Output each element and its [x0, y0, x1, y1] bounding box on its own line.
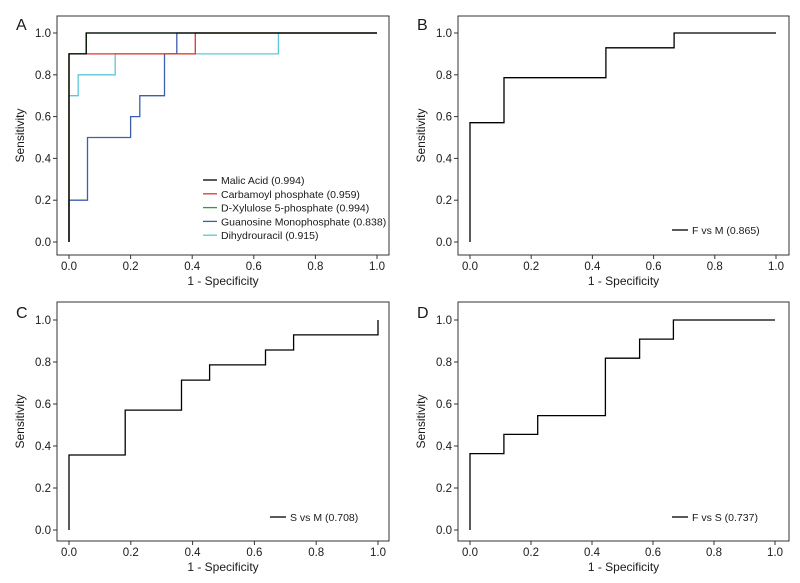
panel-a-y-tick-label: 0.8	[35, 70, 51, 82]
panel-a-y-tick-label: 0.2	[35, 195, 51, 207]
panel-c-y-tick-label: 0.0	[35, 525, 51, 537]
panel-b-x-tick-label: 0.2	[523, 261, 539, 273]
panel-a-y-axis-title: Sensitivity	[13, 108, 27, 162]
panel-d-plot-frame	[457, 301, 790, 542]
panel-d-series-line-1	[469, 319, 775, 530]
panel-b-x-tick-label: 0.4	[584, 261, 601, 273]
panel-b-x-tick-label: 0.6	[646, 261, 662, 273]
panel-d-x-tick-label: 0.8	[706, 547, 722, 559]
panel-a-x-axis-title: 1 - Specificity	[187, 274, 258, 288]
panel-b: B 0.0 0.2 0.4 0.6 0.8 1.0 0.0 0.2 0.4 0.6 0.8 1.0 1 -…	[414, 15, 790, 288]
panel-c-y-tick-label: 0.4	[35, 441, 52, 453]
panel-b-x-tick-label: 1.0	[768, 261, 784, 273]
panel-b-x-axis-title: 1 - Specificity	[588, 274, 659, 288]
panel-b-legend-label: F vs M (0.865)	[692, 225, 760, 237]
panel-a-x-tick-label: 0.6	[246, 261, 262, 273]
panel-a-x-tick-label: 0.8	[307, 261, 323, 273]
panel-d-y-axis-title: Sensitivity	[414, 394, 428, 448]
panel-d-x-tick-label: 1.0	[767, 547, 783, 559]
panel-a-x-tick-label: 1.0	[369, 261, 385, 273]
panel-a-legend-label: Dihydrouracil (0.915)	[221, 230, 318, 242]
panel-a-letter: A	[16, 17, 27, 34]
panel-d-y-tick-label: 1.0	[436, 315, 452, 327]
panel-a-y-tick-label: 0.0	[35, 237, 51, 249]
panel-c-legend-label: S vs M (0.708)	[290, 512, 358, 524]
panel-c-letter: C	[16, 305, 28, 322]
panel-c-x-tick-label: 0.0	[61, 547, 77, 559]
panel-c-x-tick-label: 0.8	[308, 547, 324, 559]
panel-b-y-tick-label: 0.8	[436, 70, 452, 82]
panel-a-y-tick-label: 0.4	[35, 153, 52, 165]
panel-c: C 0.0 0.2 0.4 0.6 0.8 1.0 0.0 0.2 0.4 0.6 0.8 1.0 1 -…	[13, 301, 390, 574]
panel-d-y-tick-label: 0.6	[436, 399, 452, 411]
panel-a-x-tick-label: 0.4	[184, 261, 201, 273]
panel-d-x-tick-label: 0.2	[523, 547, 539, 559]
panel-d-y-tick-label: 0.8	[436, 357, 452, 369]
panel-a: A 0.0 0.2 0.4 0.6 0.8 1.0 0.0 0.2 0.4 0.6 0.8 1.0 1 -…	[13, 15, 390, 288]
panel-b-y-tick-label: 1.0	[436, 28, 452, 40]
panel-b-legend: F vs M (0.865)	[672, 225, 760, 237]
panel-a-series-line-5	[68, 32, 377, 242]
panel-a-x-tick-label: 0.0	[61, 261, 77, 273]
panel-d-x-tick-label: 0.6	[645, 547, 661, 559]
panel-d-letter: D	[417, 305, 429, 322]
panel-b-y-tick-label: 0.2	[436, 195, 452, 207]
panel-d-x-tick-label: 0.0	[462, 547, 478, 559]
panel-a-plot-frame	[56, 15, 390, 256]
panel-a-legend-label: Carbamoyl phosphate (0.959)	[221, 189, 360, 201]
panel-b-plot-frame	[457, 15, 790, 256]
panel-d-y-tick-label: 0.0	[436, 525, 452, 537]
panel-a-y-tick-label: 0.6	[35, 112, 51, 124]
panel-c-y-tick-label: 1.0	[35, 315, 51, 327]
panel-b-letter: B	[417, 17, 428, 34]
panel-d-legend-label: F vs S (0.737)	[692, 512, 758, 524]
panel-c-series-line-1	[68, 320, 379, 530]
panel-b-y-tick-label: 0.6	[436, 112, 452, 124]
panel-a-legend-label: Malic Acid (0.994)	[221, 175, 304, 187]
panel-c-x-axis-title: 1 - Specificity	[187, 560, 258, 574]
panel-b-y-tick-label: 0.0	[436, 237, 452, 249]
panel-a-y-tick-label: 1.0	[35, 28, 51, 40]
panel-c-legend: S vs M (0.708)	[270, 512, 358, 524]
panel-b-x-tick-label: 0.0	[462, 261, 478, 273]
panel-c-plot-frame	[56, 301, 390, 542]
panel-b-y-tick-label: 0.4	[436, 153, 453, 165]
panel-a-series-line-1	[68, 32, 377, 242]
panel-d-y-tick-label: 0.2	[436, 483, 452, 495]
panel-d-x-axis-title: 1 - Specificity	[588, 560, 659, 574]
panel-c-y-tick-label: 0.2	[35, 483, 51, 495]
panel-a-x-tick-label: 0.2	[123, 261, 139, 273]
panel-b-series-line-1	[469, 32, 776, 242]
panel-d-x-tick-label: 0.4	[584, 547, 601, 559]
panel-c-y-tick-label: 0.6	[35, 399, 51, 411]
panel-a-legend: Malic Acid (0.994) Carbamoyl phosphate (0…	[203, 175, 386, 242]
panel-a-legend-label: Guanosine Monophosphate (0.838)	[221, 216, 386, 228]
panel-d: D 0.0 0.2 0.4 0.6 0.8 1.0 0.0 0.2 0.4 0.6 0.8 1.0 1 -…	[414, 301, 790, 574]
panel-c-x-tick-label: 0.2	[123, 547, 139, 559]
panel-b-x-tick-label: 0.8	[707, 261, 723, 273]
panel-c-x-tick-label: 1.0	[370, 547, 386, 559]
panel-c-y-tick-label: 0.8	[35, 357, 51, 369]
panel-c-y-axis-title: Sensitivity	[13, 394, 27, 448]
panel-d-y-tick-label: 0.4	[436, 441, 453, 453]
panel-d-legend: F vs S (0.737)	[672, 512, 758, 524]
panel-a-legend-label: D-Xylulose 5-phosphate (0.994)	[221, 203, 369, 215]
panel-b-y-axis-title: Sensitivity	[414, 108, 428, 162]
panel-c-x-tick-label: 0.6	[246, 547, 262, 559]
panel-c-x-tick-label: 0.4	[185, 547, 202, 559]
